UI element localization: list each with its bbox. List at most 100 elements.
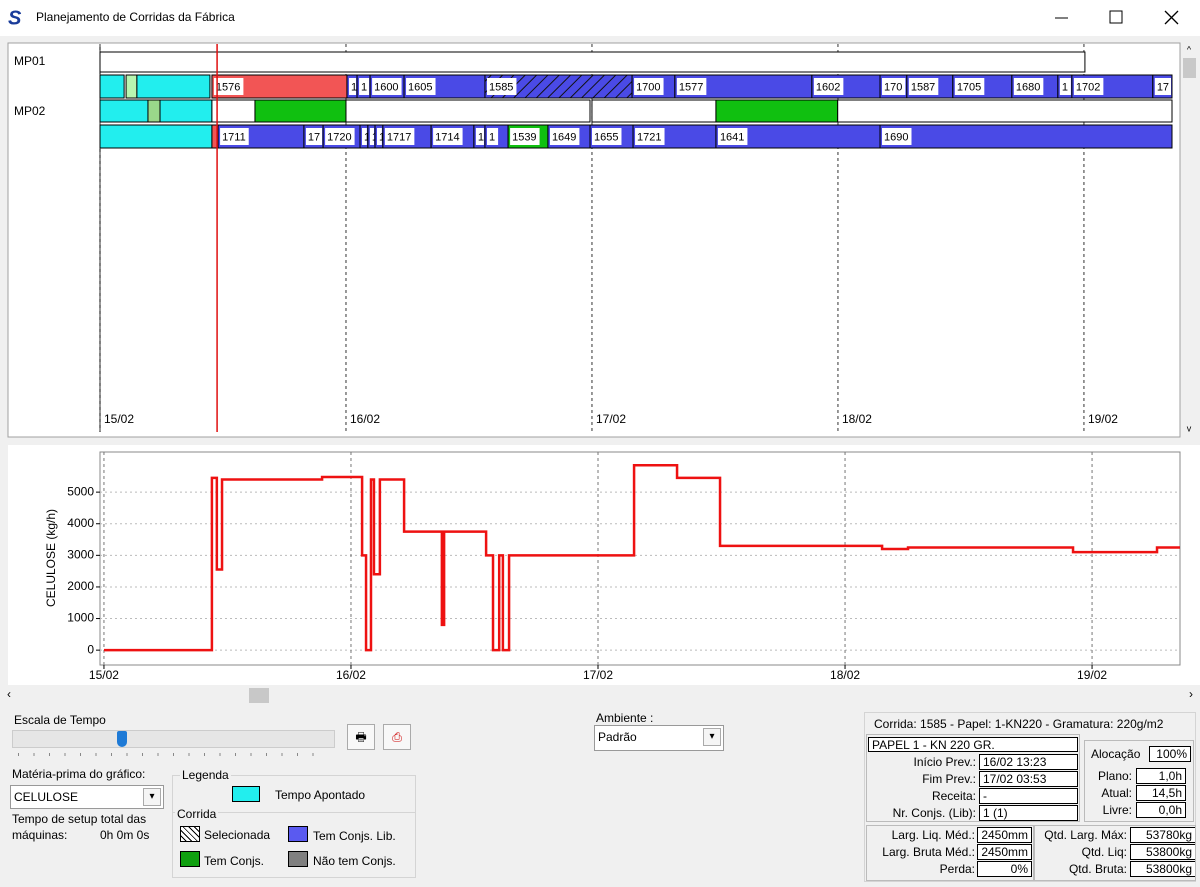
select-value: Padrão [598,730,637,744]
scroll-down[interactable]: v [1187,423,1192,433]
bar-label-box [510,128,540,145]
bar-label: 1 [379,131,385,143]
bar-label: 170 [884,81,902,93]
gantt-bar [99,99,149,123]
gantt-date-label: 17/02 [596,412,626,426]
legend-text: Não tem Conjs. [313,854,396,868]
bar-label: 1 [489,131,495,143]
legend-group: Corrida [175,807,219,821]
select-arrow[interactable]: ▾ [143,788,161,806]
maximize-button[interactable] [1109,10,1123,24]
bar-label: 1 [1062,81,1068,93]
bar-label-box [813,78,844,95]
vertical-scrollbar[interactable] [1181,43,1198,437]
print-button[interactable]: 🖶 [347,724,375,750]
field-label: Qtd. Liq: [1081,845,1127,859]
scroll-right[interactable]: › [1189,687,1193,701]
setup-value: 0h 0m 0s [100,828,150,842]
field-label: Qtd. Bruta: [1068,862,1127,876]
bar-label: 1605 [408,81,432,93]
scroll-left[interactable]: ‹ [7,687,11,701]
bar-label: 1 [478,131,484,143]
bar-label: 1720 [327,131,351,143]
scroll-thumb[interactable] [1183,58,1196,78]
main-area: S Planejamento de Corridas da Fábrica ^ … [0,0,1200,705]
machine-label: MP02 [14,104,46,118]
bar-label-box [377,128,382,145]
field-label: Larg. Liq. Méd.: [891,828,975,842]
bar-label-box [475,128,484,145]
close-button[interactable] [1164,10,1179,25]
bar-label: 1680 [1016,81,1040,93]
env-select[interactable]: Padrão ▾ [594,725,724,751]
field-value: 53800kg [1130,844,1196,860]
bar-label-box [369,128,375,145]
horizontal-scrollbar[interactable] [0,686,1200,705]
bar-label: 1587 [911,81,935,93]
field-label: Perda: [939,862,975,876]
gantt-bar [879,124,1173,149]
pdf-button[interactable]: ⎙ [383,724,411,750]
field-label: Receita: [931,789,976,803]
slider-thumb[interactable] [117,731,127,747]
bar-label-box [1073,78,1104,95]
bar-label: 1721 [637,131,661,143]
bar-label-box [433,128,463,145]
title-bar [0,0,1200,36]
data-line [103,464,1180,652]
bar-label-box [220,128,249,145]
time-slider[interactable] [12,730,335,748]
label: Tempo de setup total das [12,812,147,826]
quantity-box [1034,825,1196,881]
bar-label-box [676,78,707,95]
scroll-thumb[interactable] [249,688,269,703]
bar-label: 1649 [552,131,576,143]
bar-label-box [384,128,415,145]
x-tick-label: 17/02 [583,668,613,682]
scroll-up[interactable]: ^ [1187,44,1192,54]
legend-swatch [288,851,308,867]
legend-swatch [180,851,200,867]
material-select[interactable]: CELULOSE ▾ [10,785,164,809]
gantt-date-label: 18/02 [842,412,872,426]
bar-label-box [325,128,355,145]
field-value: 2450mm [977,844,1032,860]
machine-label: MP01 [14,54,46,68]
bar-label-box [882,128,912,145]
bar-label-box [954,78,985,95]
bar-label-box [592,128,622,145]
field-value: 1 (1) [979,805,1078,821]
bar-label: 1702 [1076,81,1100,93]
bar-label-box [486,128,499,145]
y-tick-label: 5000 [67,484,94,498]
bar-label: 1 [361,81,367,93]
bar-label: 1655 [594,131,618,143]
field-value: 2450mm [977,827,1032,843]
bar-label-box [882,78,906,95]
field-label: Plano: [1097,769,1132,783]
label: Escala de Tempo [14,713,106,727]
field-value: 14,5h [1136,785,1186,801]
select-arrow[interactable]: ▾ [703,728,721,746]
bar-label-box [406,78,436,95]
bar-label: 1641 [720,131,744,143]
bar-label-box [486,78,517,95]
y-tick-label: 2000 [67,579,94,593]
width-box [866,825,1034,881]
paper-field: PAPEL 1 - KN 220 GR. [868,737,1078,752]
bar-label-box [372,78,402,95]
app-icon: S [8,7,22,29]
y-tick-label: 1000 [67,611,94,625]
bar-label: 1602 [816,81,840,93]
bar-label-box [362,128,367,145]
y-tick-label: 0 [87,642,94,656]
legend-text: Tempo Apontado [275,788,366,802]
gantt-bar [345,99,591,123]
bar-label-box [213,78,244,95]
field-value: 53800kg [1130,861,1196,877]
gantt-bar [159,99,213,123]
legend-swatch [232,786,260,802]
bar-label: 1690 [884,131,908,143]
